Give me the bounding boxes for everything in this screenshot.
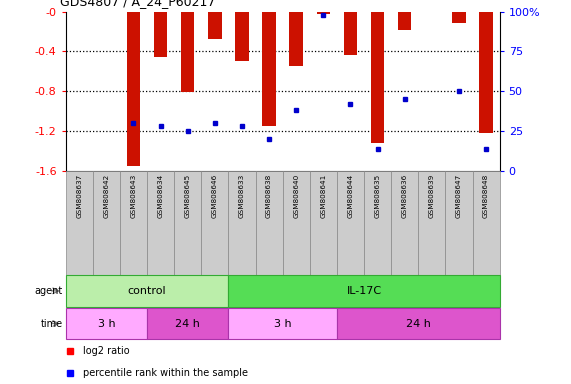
- Text: GDS4807 / A_24_P60217: GDS4807 / A_24_P60217: [60, 0, 215, 8]
- Bar: [181, 12, 195, 92]
- Bar: [228, 171, 255, 275]
- Bar: [208, 12, 222, 40]
- Text: GSM808641: GSM808641: [320, 174, 327, 218]
- Text: GSM808634: GSM808634: [158, 174, 164, 218]
- Text: agent: agent: [35, 286, 63, 296]
- Bar: [309, 171, 337, 275]
- Bar: [262, 12, 276, 126]
- Text: percentile rank within the sample: percentile rank within the sample: [83, 368, 248, 378]
- Bar: [120, 171, 147, 275]
- Bar: [316, 12, 330, 13]
- Text: GSM808633: GSM808633: [239, 174, 245, 218]
- Text: 3 h: 3 h: [98, 318, 115, 329]
- Bar: [473, 171, 500, 275]
- Text: GSM808644: GSM808644: [347, 174, 353, 218]
- Text: GSM808647: GSM808647: [456, 174, 462, 218]
- Text: IL-17C: IL-17C: [347, 286, 381, 296]
- Text: GSM808635: GSM808635: [375, 174, 381, 218]
- Bar: [127, 12, 140, 166]
- Bar: [147, 171, 174, 275]
- Bar: [147, 308, 228, 339]
- Bar: [398, 12, 412, 30]
- Bar: [255, 171, 283, 275]
- Bar: [371, 12, 384, 143]
- Bar: [344, 12, 357, 55]
- Bar: [364, 171, 391, 275]
- Bar: [418, 171, 445, 275]
- Bar: [337, 308, 500, 339]
- Bar: [228, 308, 337, 339]
- Bar: [479, 12, 493, 133]
- Bar: [452, 12, 466, 23]
- Bar: [235, 12, 249, 61]
- Text: GSM808639: GSM808639: [429, 174, 435, 218]
- Bar: [66, 275, 228, 306]
- Text: GSM808640: GSM808640: [293, 174, 299, 218]
- Bar: [202, 171, 228, 275]
- Bar: [337, 171, 364, 275]
- Text: 24 h: 24 h: [406, 318, 431, 329]
- Text: GSM808636: GSM808636: [401, 174, 408, 218]
- Text: 24 h: 24 h: [175, 318, 200, 329]
- Text: GSM808638: GSM808638: [266, 174, 272, 218]
- Text: log2 ratio: log2 ratio: [83, 346, 130, 356]
- Bar: [445, 171, 473, 275]
- Text: GSM808645: GSM808645: [184, 174, 191, 218]
- Text: GSM808642: GSM808642: [103, 174, 110, 218]
- Text: GSM808648: GSM808648: [483, 174, 489, 218]
- Bar: [391, 171, 418, 275]
- Text: 3 h: 3 h: [274, 318, 291, 329]
- Bar: [228, 275, 500, 306]
- Text: GSM808637: GSM808637: [76, 174, 82, 218]
- Bar: [66, 308, 147, 339]
- Text: control: control: [128, 286, 166, 296]
- Bar: [283, 171, 309, 275]
- Bar: [174, 171, 202, 275]
- Text: GSM808643: GSM808643: [130, 174, 136, 218]
- Bar: [66, 171, 93, 275]
- Bar: [93, 171, 120, 275]
- Bar: [154, 12, 167, 57]
- Text: GSM808646: GSM808646: [212, 174, 218, 218]
- Text: time: time: [41, 318, 63, 329]
- Bar: [289, 12, 303, 66]
